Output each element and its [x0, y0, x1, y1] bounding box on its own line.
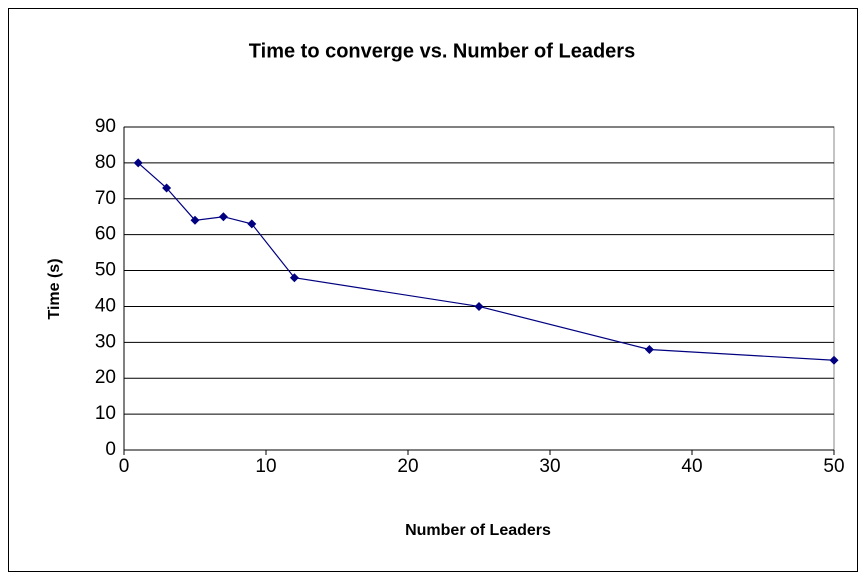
y-tick-label: 10: [95, 403, 116, 424]
marker: [190, 215, 200, 225]
plot-area: [123, 126, 835, 451]
x-tick-label: 40: [681, 456, 702, 477]
marker: [644, 345, 654, 355]
y-tick-label: 40: [95, 295, 116, 316]
y-tick-label: 70: [95, 188, 116, 209]
y-tick-label: 90: [95, 116, 116, 137]
marker: [218, 212, 228, 222]
y-tick-label: 50: [95, 260, 116, 281]
y-axis-label: Time (s): [46, 258, 63, 319]
x-axis-label: Number of Leaders: [405, 522, 551, 539]
x-tick-label: 30: [539, 456, 560, 477]
marker: [289, 273, 299, 283]
y-tick-label: 0: [105, 439, 116, 460]
y-tick-label: 20: [95, 367, 116, 388]
y-tick-label: 60: [95, 224, 116, 245]
y-tick-label: 30: [95, 331, 116, 352]
marker: [162, 183, 172, 193]
y-tick-label: 80: [95, 152, 116, 173]
marker: [247, 219, 257, 229]
marker: [829, 355, 839, 365]
chart-title: Time to converge vs. Number of Leaders: [249, 40, 635, 62]
marker: [474, 301, 484, 311]
x-tick-label: 10: [255, 456, 276, 477]
x-tick-label: 50: [823, 456, 844, 477]
x-tick-label: 20: [397, 456, 418, 477]
marker: [133, 158, 143, 168]
x-tick-label: 0: [119, 456, 130, 477]
